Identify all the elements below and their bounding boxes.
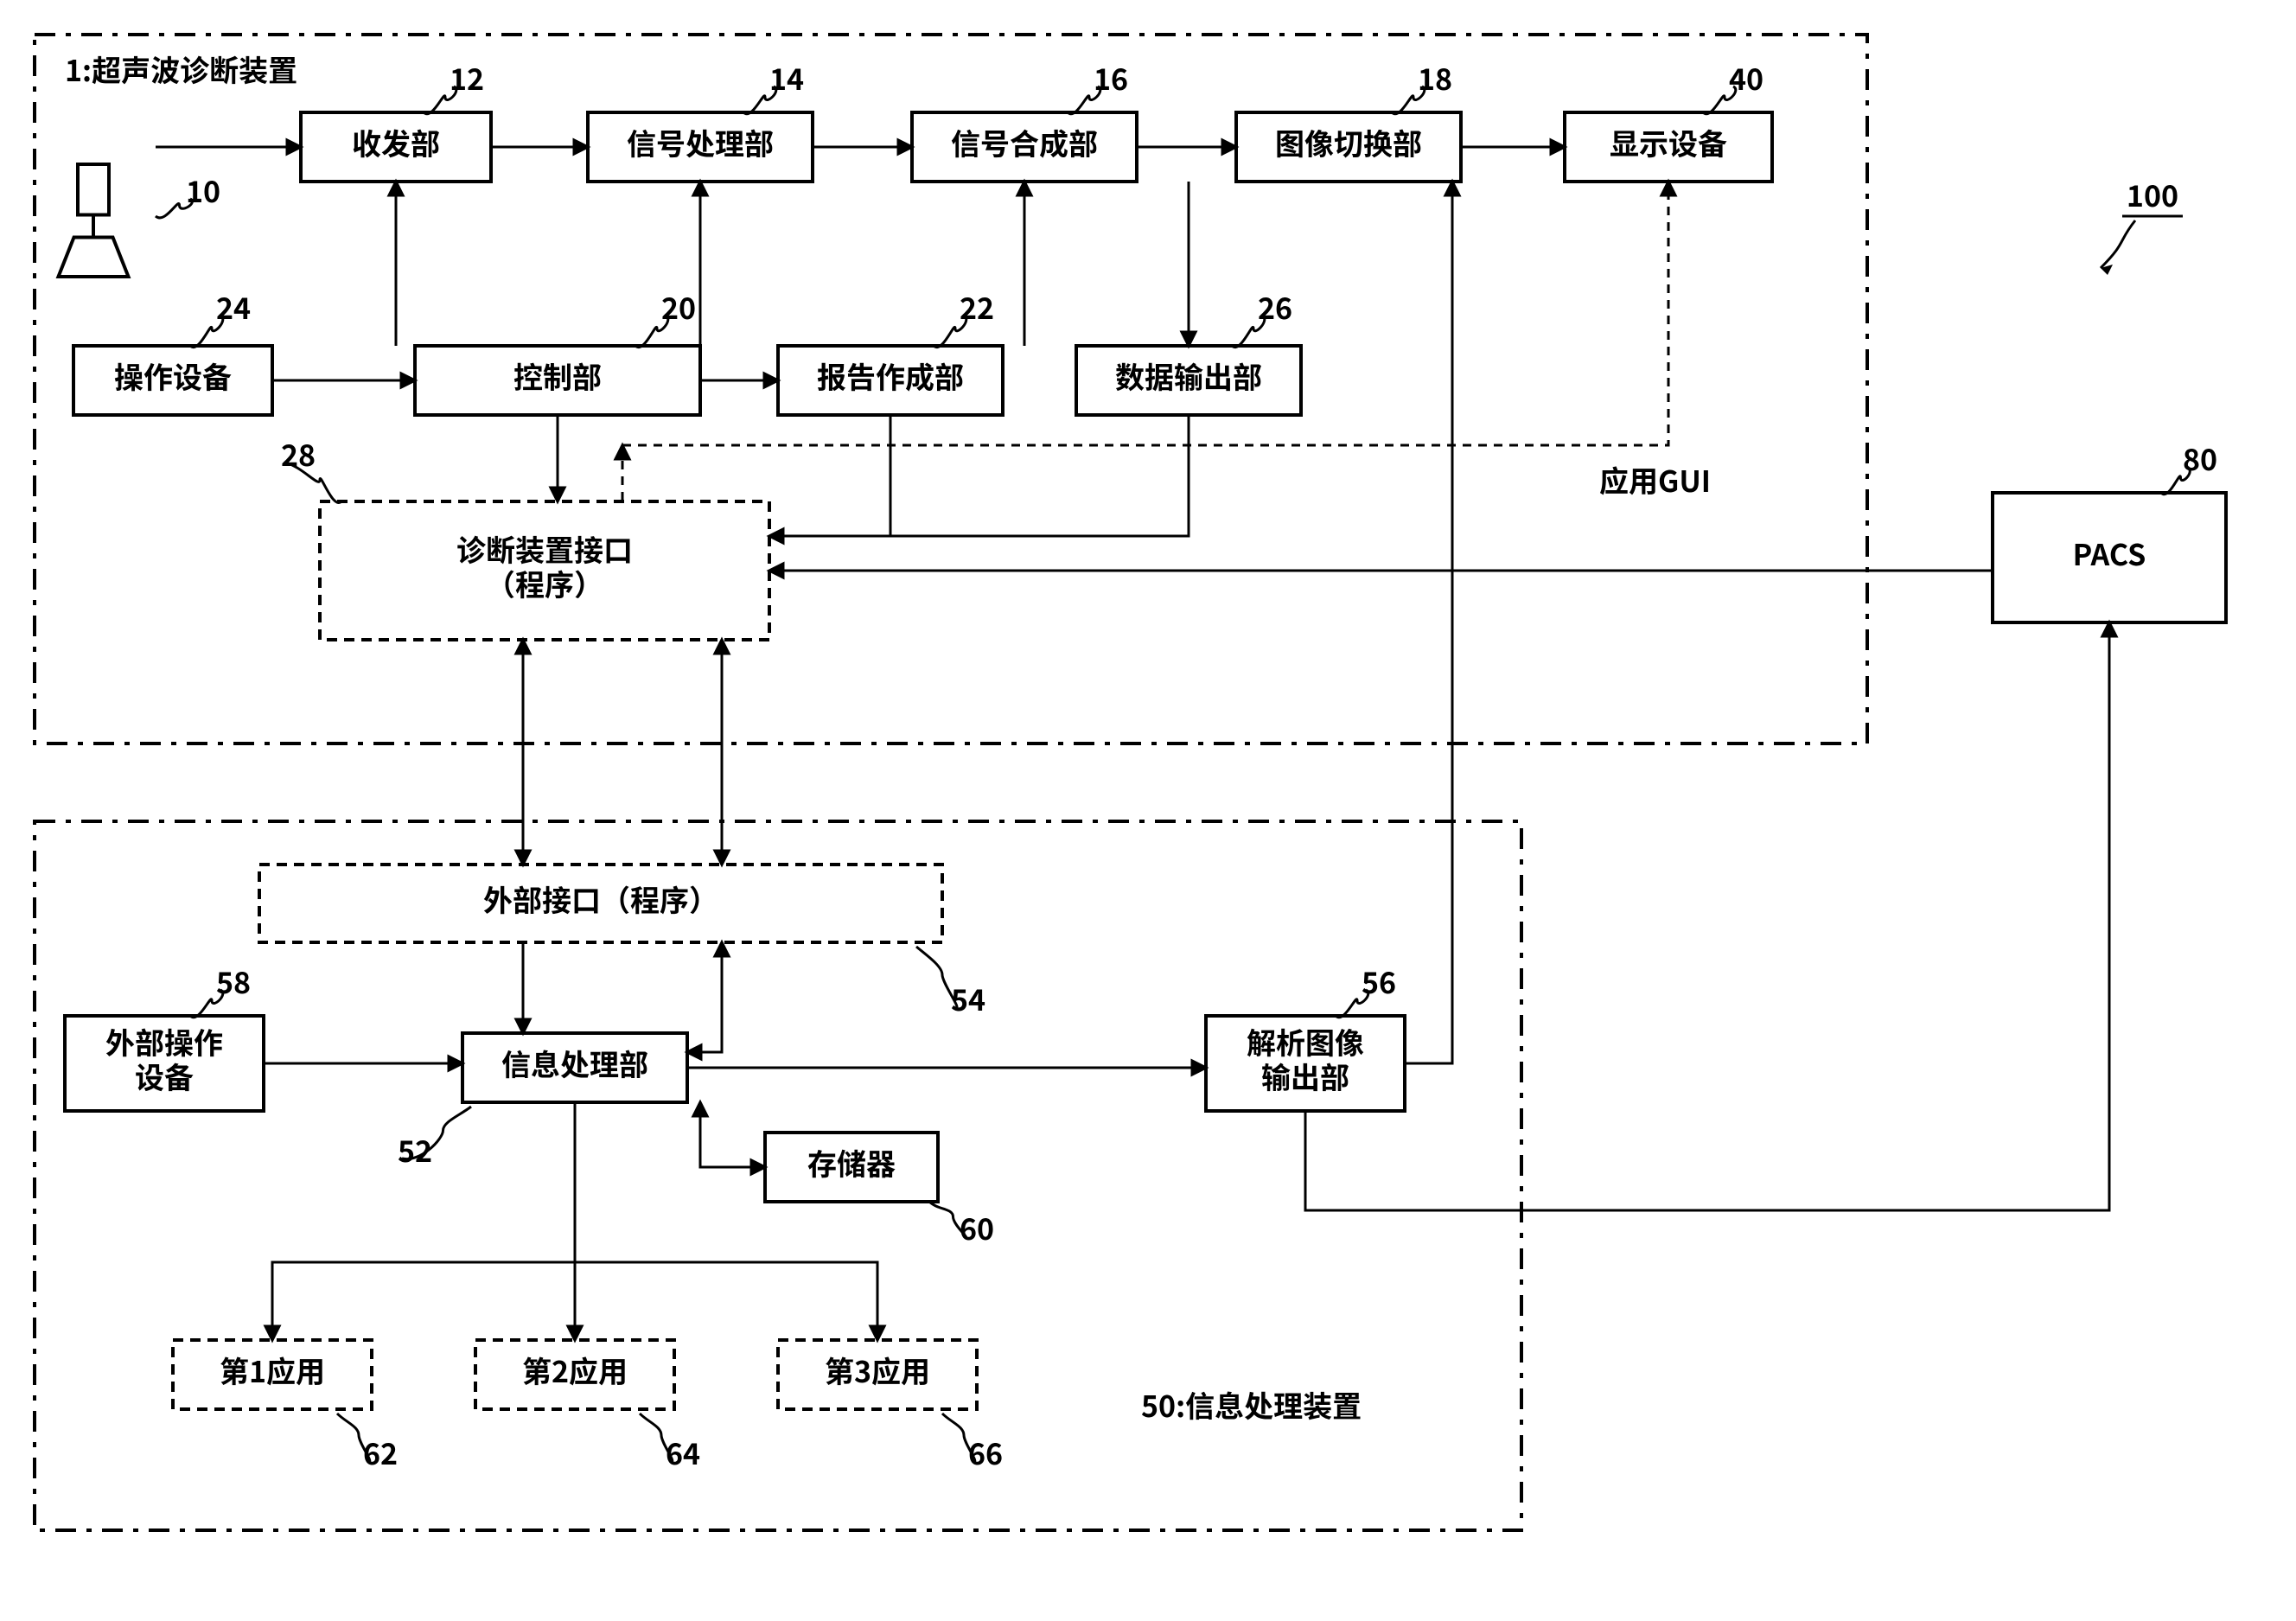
svg-text:28: 28 [281,432,316,475]
svg-text:控制部: 控制部 [513,354,602,397]
svg-text:26: 26 [1258,285,1292,328]
svg-text:10: 10 [186,169,220,211]
svg-text:50:信息处理装置: 50:信息处理装置 [1141,1383,1362,1426]
svg-text:58: 58 [216,960,251,1002]
svg-text:PACS: PACS [2073,532,2146,574]
svg-text:100: 100 [2127,173,2178,215]
svg-text:56: 56 [1362,960,1396,1002]
svg-text:报告作成部: 报告作成部 [817,354,964,397]
svg-text:信息处理部: 信息处理部 [501,1042,648,1084]
svg-text:（程序）: （程序） [486,562,603,604]
svg-text:第3应用: 第3应用 [825,1349,930,1391]
svg-text:第1应用: 第1应用 [220,1349,325,1391]
svg-text:22: 22 [960,285,994,328]
svg-text:24: 24 [216,285,251,328]
svg-text:14: 14 [769,56,804,99]
svg-text:存储器: 存储器 [807,1141,896,1184]
svg-text:60: 60 [960,1206,994,1248]
svg-text:40: 40 [1729,56,1763,99]
svg-text:64: 64 [666,1431,700,1473]
svg-text:52: 52 [398,1128,432,1171]
svg-text:66: 66 [968,1431,1003,1473]
svg-text:应用GUI: 应用GUI [1599,458,1711,501]
svg-text:1:超声波诊断装置: 1:超声波诊断装置 [65,48,297,90]
svg-text:62: 62 [363,1431,398,1473]
svg-text:信号合成部: 信号合成部 [951,121,1098,163]
svg-text:操作设备: 操作设备 [114,354,232,397]
svg-text:18: 18 [1418,56,1452,99]
svg-text:20: 20 [661,285,696,328]
svg-text:第2应用: 第2应用 [522,1349,628,1391]
svg-text:外部接口（程序）: 外部接口（程序） [483,878,718,920]
svg-text:图像切换部: 图像切换部 [1275,121,1422,163]
svg-text:信号处理部: 信号处理部 [627,121,774,163]
svg-text:收发部: 收发部 [352,121,440,163]
svg-text:12: 12 [450,56,484,99]
svg-text:80: 80 [2183,437,2217,479]
svg-text:显示设备: 显示设备 [1610,121,1727,163]
svg-text:数据输出部: 数据输出部 [1115,354,1262,397]
svg-text:54: 54 [951,977,985,1019]
svg-text:设备: 设备 [135,1055,194,1097]
svg-text:输出部: 输出部 [1261,1055,1349,1097]
svg-text:16: 16 [1094,56,1128,99]
